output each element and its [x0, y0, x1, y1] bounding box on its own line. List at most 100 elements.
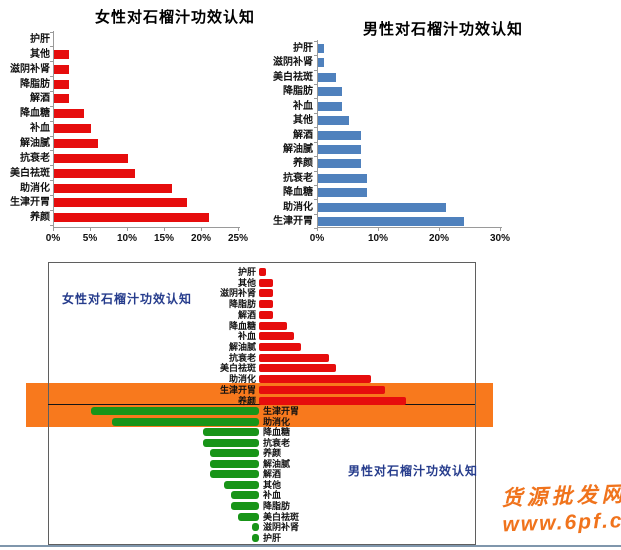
tornado-chart: 护肝 其他 滋阴补肾 降脂肪 解酒 降血糖 补血 解油腻 抗衰老 美白祛斑 助消化 生津开胃 养颜 生津开…: [0, 255, 621, 550]
bar-12: [54, 213, 210, 223]
x-tick: [90, 227, 91, 231]
tornado-men-label: 滋阴补肾: [263, 522, 300, 533]
x-tick: [500, 227, 501, 231]
tornado-men-label: 解油腻: [263, 458, 291, 469]
tornado-women-label: 美白祛斑: [219, 363, 256, 374]
category-tick: [50, 120, 53, 122]
tornado-men-label: 养颜: [263, 448, 282, 459]
bar-9: [54, 168, 136, 178]
tornado-men-bar-5: [210, 459, 259, 468]
x-tick: [201, 227, 202, 231]
tornado-women-label: 降脂肪: [228, 299, 256, 310]
category-label: 护肝: [293, 43, 313, 54]
tornado-box: [48, 262, 476, 545]
x-tick-label: 30%: [489, 233, 510, 244]
x-tick-label: 20%: [190, 233, 211, 244]
category-label: 降血糖: [283, 187, 313, 199]
tornado-men-label: 美白祛斑: [263, 511, 300, 522]
tornado-men-bar-6: [210, 470, 259, 479]
category-tick: [50, 224, 53, 226]
category-label: 解酒: [293, 129, 313, 141]
bar-2: [318, 72, 337, 82]
category-tick: [50, 90, 53, 92]
category-tick: [50, 194, 53, 196]
tornado-women-label: 解油腻: [228, 341, 256, 352]
x-tick-label: 25%: [227, 233, 248, 244]
tornado-women-label: 降血糖: [228, 320, 256, 331]
tornado-women-bar-5: [259, 321, 287, 330]
category-label: 助消化: [283, 201, 313, 213]
category-label: 助消化: [20, 182, 50, 194]
x-tick-label: 10%: [116, 233, 137, 244]
tornado-men-bar-1: [112, 417, 259, 426]
bar-1: [318, 58, 325, 68]
category-label: 补血: [30, 123, 50, 135]
category-label: 补血: [293, 100, 313, 112]
category-tick: [314, 112, 317, 114]
bottom-divider: [0, 545, 621, 547]
tornado-women-bar-2: [259, 289, 273, 298]
y-axis: [317, 40, 318, 227]
x-tick-label: 5%: [82, 233, 98, 244]
tornado-men-title: 男性对石榴汁功效认知: [348, 464, 479, 478]
tornado-men-bar-8: [231, 491, 259, 500]
bar-3: [318, 87, 343, 97]
watermark: 货源批发网 www.6pf.cn: [501, 482, 621, 539]
category-label: 抗衰老: [20, 152, 50, 164]
bar-7: [54, 138, 99, 148]
watermark-line2: www.6pf.cn: [502, 508, 621, 537]
bar-1: [54, 49, 69, 59]
x-tick-label: 20%: [428, 233, 449, 244]
tornado-women-bar-6: [259, 332, 294, 341]
category-tick: [50, 165, 53, 167]
category-label: 降脂肪: [20, 78, 50, 90]
x-tick: [127, 227, 128, 231]
tornado-men-label: 补血: [263, 490, 282, 501]
tornado-women-label: 其他: [237, 277, 256, 288]
x-tick: [238, 227, 239, 231]
tornado-men-bar-7: [224, 480, 259, 489]
x-tick-label: 15%: [153, 233, 174, 244]
category-tick: [314, 228, 317, 230]
tornado-men-label: 助消化: [263, 416, 291, 427]
tornado-men-label: 生津开胃: [263, 406, 300, 416]
category-label: 其他: [293, 115, 313, 127]
bar-12: [318, 217, 465, 227]
bar-2: [54, 64, 69, 74]
category-label: 养颜: [293, 158, 313, 170]
category-tick: [314, 170, 317, 172]
bar-4: [318, 101, 343, 111]
category-tick: [314, 213, 317, 215]
men-bar-chart: 男性对石榴汁功效认知 护肝 滋阴补肾 美白祛斑 降脂肪 补血 其他 解酒 解油腻 养颜 抗衰老 降血…: [270, 0, 530, 255]
bar-10: [318, 188, 367, 198]
category-tick: [314, 184, 317, 186]
category-tick: [314, 98, 317, 100]
category-tick: [314, 40, 317, 42]
bar-3: [54, 79, 69, 89]
tornado-men-bar-2: [203, 428, 259, 437]
tornado-women-label: 护肝: [237, 267, 256, 277]
x-tick: [439, 227, 440, 231]
category-tick: [314, 127, 317, 129]
bar-6: [54, 124, 91, 134]
category-label: 护肝: [30, 34, 50, 45]
category-label: 生津开胃: [273, 216, 313, 228]
tornado-women-label: 抗衰老: [228, 352, 256, 363]
women-chart-title: 女性对石榴汁功效认知: [94, 9, 255, 26]
tornado-women-bar-3: [259, 300, 273, 309]
category-tick: [50, 209, 53, 211]
category-tick: [314, 69, 317, 71]
tornado-women-label: 补血: [237, 331, 256, 342]
tornado-women-bar-9: [259, 364, 336, 373]
tornado-men-label: 降脂肪: [263, 500, 291, 511]
category-tick: [50, 135, 53, 137]
category-label: 生津开胃: [10, 197, 50, 209]
tornado-women-label: 解酒: [237, 309, 256, 320]
tornado-men-bar-0: [91, 407, 259, 415]
category-tick: [50, 76, 53, 78]
category-tick: [50, 105, 53, 107]
tornado-men-bar-3: [203, 438, 259, 447]
y-axis: [53, 31, 54, 227]
tornado-men-bar-11: [252, 523, 259, 532]
